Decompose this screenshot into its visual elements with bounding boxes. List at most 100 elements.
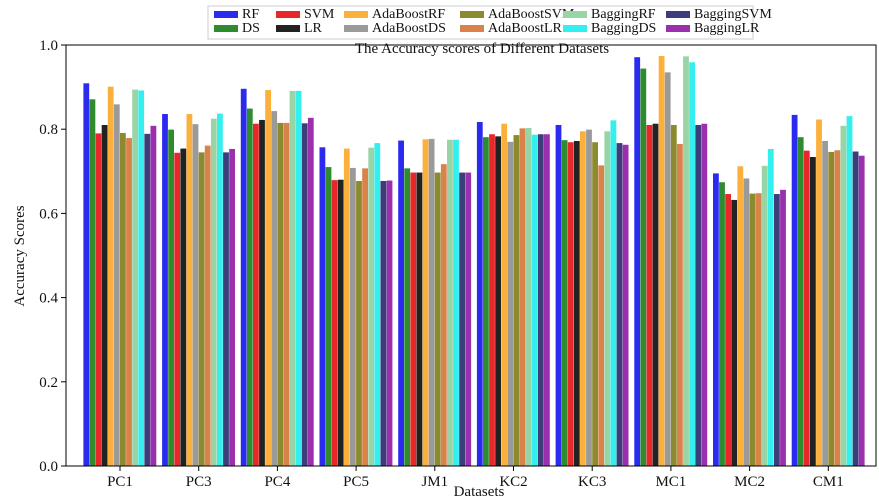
bar-pc1-rf	[83, 83, 90, 466]
bar-pc1-lr	[101, 124, 108, 467]
y-tick-label: 0.0	[39, 459, 58, 475]
bar-pc4-adaboostds	[271, 111, 278, 466]
bar-cm1-baggingds	[846, 116, 853, 467]
bar-kc2-lr	[495, 136, 501, 467]
x-tick-label-kc3: KC3	[578, 474, 606, 490]
y-tick-label: 0.4	[39, 291, 58, 307]
bar-mc1-svm	[646, 124, 653, 467]
bar-pc5-baggingsvm	[380, 180, 387, 467]
bar-mc2-bagginglr	[780, 189, 786, 466]
bar-mc1-bagginglr	[701, 123, 708, 466]
bar-jm1-adaboostds	[428, 138, 435, 466]
legend-swatch-svm	[276, 11, 300, 18]
bar-pc1-bagginglr	[150, 125, 157, 466]
x-tick-label-kc2: KC2	[499, 474, 527, 490]
legend-label-adaboostrf: AdaBoostRF	[372, 7, 445, 22]
y-tick-label: 0.2	[39, 375, 58, 391]
bar-cm1-adaboostds	[822, 140, 828, 467]
bar-pc3-lr	[180, 148, 187, 466]
bar-mc2-adaboostlr	[755, 193, 762, 466]
x-tick-label-jm1: JM1	[421, 474, 448, 490]
bar-pc5-adaboostrf	[343, 148, 350, 466]
bar-pc4-baggingsvm	[301, 123, 308, 466]
bar-pc1-ds	[89, 99, 96, 466]
bar-pc4-svm	[253, 123, 259, 466]
bar-pc3-svm	[174, 152, 181, 466]
bars-group	[83, 55, 865, 467]
x-tick-label-cm1: CM1	[813, 474, 844, 490]
bar-cm1-baggingsvm	[852, 151, 859, 466]
bar-pc5-bagginglr	[386, 180, 393, 466]
bar-pc1-svm	[95, 133, 102, 466]
bar-cm1-baggingrf	[840, 125, 847, 466]
bar-kc2-baggingsvm	[537, 134, 544, 466]
x-tick-label-pc4: PC4	[264, 474, 290, 490]
y-tick-label: 0.6	[39, 206, 58, 222]
bar-pc3-rf	[162, 114, 168, 466]
bar-pc4-bagginglr	[307, 117, 314, 466]
bar-mc2-svm	[725, 194, 731, 466]
bar-mc2-lr	[731, 199, 738, 466]
bar-mc1-adaboostsvm	[670, 124, 677, 467]
bar-pc5-adaboostlr	[362, 168, 368, 466]
bar-pc1-adaboostsvm	[120, 132, 126, 467]
bar-cm1-ds	[797, 137, 804, 466]
bar-mc1-ds	[640, 68, 647, 466]
legend-label-baggingrf: BaggingRF	[591, 7, 656, 22]
bar-kc3-bagginglr	[622, 144, 629, 466]
legend-label-adaboostsvm: AdaBoostSVM	[488, 7, 575, 22]
bar-jm1-baggingrf	[447, 139, 453, 466]
bar-pc5-ds	[325, 167, 332, 466]
bar-pc4-adaboostlr	[283, 122, 290, 466]
bar-pc5-adaboostsvm	[356, 180, 362, 467]
bar-kc2-ds	[483, 137, 489, 466]
bar-mc2-adaboostrf	[737, 166, 744, 466]
legend-label-ds: DS	[242, 21, 260, 36]
bar-mc1-adaboostds	[664, 72, 671, 467]
bar-pc1-adaboostlr	[126, 138, 132, 467]
bar-jm1-bagginglr	[465, 172, 472, 466]
bar-cm1-svm	[803, 150, 810, 467]
legend-swatch-adaboostsvm	[460, 11, 484, 18]
bar-pc1-adaboostds	[113, 104, 120, 467]
bar-pc3-baggingrf	[210, 118, 217, 467]
legend-swatch-baggingrf	[563, 11, 587, 18]
bar-cm1-adaboostlr	[834, 150, 841, 466]
legend-label-rf: RF	[242, 7, 259, 22]
legend-swatch-bagginglr	[666, 25, 690, 32]
bar-jm1-svm	[410, 172, 417, 466]
bar-pc4-lr	[259, 119, 265, 466]
bar-mc2-adaboostds	[743, 178, 750, 466]
bar-kc2-rf	[476, 122, 483, 466]
bar-kc3-rf	[555, 124, 562, 467]
legend-label-lr: LR	[304, 21, 323, 36]
bar-mc2-baggingsvm	[774, 194, 780, 466]
bar-mc1-adaboostlr	[677, 143, 683, 466]
y-tick-label: 1.0	[39, 38, 58, 54]
bar-kc3-adaboostsvm	[592, 142, 598, 466]
legend-label-adaboostds: AdaBoostDS	[372, 21, 446, 36]
bar-kc2-baggingrf	[525, 127, 532, 466]
bar-kc3-svm	[567, 142, 574, 466]
bar-kc2-adaboostlr	[519, 128, 526, 467]
bar-pc3-adaboostrf	[186, 114, 193, 466]
bar-jm1-adaboostsvm	[434, 172, 441, 466]
legend-label-svm: SVM	[304, 7, 335, 22]
bar-mc1-rf	[634, 57, 641, 467]
bar-mc1-baggingrf	[683, 56, 689, 467]
bar-jm1-baggingds	[453, 139, 459, 466]
legend-label-bagginglr: BaggingLR	[694, 21, 760, 36]
bar-pc5-adaboostds	[350, 167, 356, 466]
x-axis: PC1 PC3 PC4 PC5 JM1 KC2 KC3 MC1 MC2 CM1	[107, 466, 844, 490]
y-axis: 0.0 0.2 0.4 0.6 0.8 1.0	[39, 38, 66, 475]
bar-mc2-adaboostsvm	[749, 193, 756, 467]
bar-kc2-baggingds	[531, 134, 538, 467]
bar-jm1-adaboostlr	[440, 164, 447, 466]
bar-kc3-adaboostrf	[580, 131, 586, 466]
legend-label-baggingsvm: BaggingSVM	[694, 7, 772, 22]
bar-pc1-baggingsvm	[144, 133, 151, 466]
legend-swatch-adaboostrf	[344, 11, 368, 18]
x-axis-title: Datasets	[454, 484, 505, 499]
